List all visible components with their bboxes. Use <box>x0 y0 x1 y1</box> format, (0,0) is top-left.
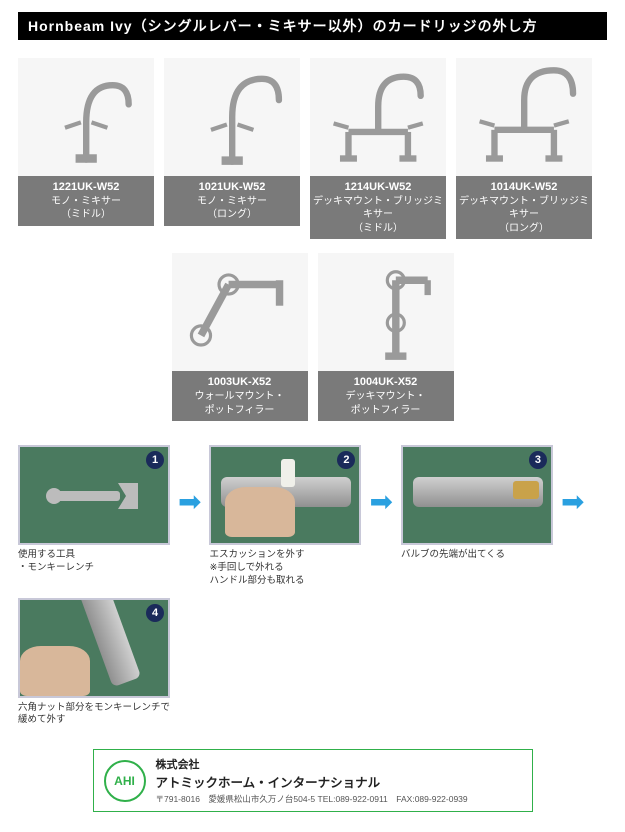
pot-filler-icon <box>178 259 300 365</box>
product-label: 1014UK-W52 デッキマウント・ブリッジミキサー （ロング） <box>456 176 592 239</box>
step-image: 3 <box>401 445 553 545</box>
step-caption: バルブの先端が出てくる <box>401 549 553 562</box>
faucet-icon <box>25 64 147 170</box>
page-title: Hornbeam Ivy（シングルレバー・ミキサー以外）のカードリッジの外し方 <box>18 12 607 40</box>
step-caption: 使用する工具 ・モンキーレンチ <box>18 549 170 575</box>
step-number-badge: 4 <box>146 604 164 622</box>
steps-row2: 4 六角ナット部分をモンキーレンチで 緩めて外す <box>18 598 607 728</box>
step-number-badge: 1 <box>146 451 164 469</box>
arrow-icon: ➡ <box>561 485 584 518</box>
product-code: 1014UK-W52 <box>458 180 590 195</box>
product-image <box>318 253 454 371</box>
product-card: 1004UK-X52 デッキマウント・ ポットフィラー <box>318 253 454 421</box>
step-card: 2 エスカッションを外す ※手回しで外れる ハンドル部分も取れる <box>209 445 361 587</box>
product-name-line1: モノ・ミキサー <box>51 196 121 207</box>
product-code: 1021UK-W52 <box>166 180 298 195</box>
product-name-line2: ポットフィラー <box>205 405 275 416</box>
product-image <box>18 58 154 176</box>
product-name-line1: デッキマウント・ブリッジミキサー <box>459 196 589 221</box>
product-card: 1003UK-X52 ウォールマウント・ ポットフィラー <box>172 253 308 421</box>
step-caption: エスカッションを外す ※手回しで外れる ハンドル部分も取れる <box>209 549 361 587</box>
step-caption: 六角ナット部分をモンキーレンチで 緩めて外す <box>18 702 170 728</box>
company-info: 株式会社 アトミックホーム・インターナショナル 〒791-8016 愛媛県松山市… <box>156 756 468 805</box>
company-label: 株式会社 <box>156 756 468 772</box>
product-name-line2: （ロング） <box>499 223 549 234</box>
product-code: 1004UK-X52 <box>320 375 452 390</box>
product-grid-row2: 1003UK-X52 ウォールマウント・ ポットフィラー 1004UK-X52 … <box>18 253 607 421</box>
product-label: 1021UK-W52 モノ・ミキサー （ロング） <box>164 176 300 226</box>
product-label: 1003UK-X52 ウォールマウント・ ポットフィラー <box>172 371 308 421</box>
product-card: 1021UK-W52 モノ・ミキサー （ロング） <box>164 58 300 239</box>
product-name-line2: （ミドル） <box>353 223 403 234</box>
step-image: 1 <box>18 445 170 545</box>
faucet-icon <box>463 64 585 170</box>
product-image <box>164 58 300 176</box>
step-card: 3 バルブの先端が出てくる <box>401 445 553 562</box>
product-image <box>456 58 592 176</box>
product-image <box>310 58 446 176</box>
faucet-icon <box>171 64 293 170</box>
step-number-badge: 2 <box>337 451 355 469</box>
company-address: 〒791-8016 愛媛県松山市久万ノ台504-5 TEL:089-922-09… <box>156 793 468 805</box>
step-image: 4 <box>18 598 170 698</box>
company-footer: AHI 株式会社 アトミックホーム・インターナショナル 〒791-8016 愛媛… <box>93 749 533 812</box>
pot-filler-icon <box>324 259 446 365</box>
steps-row1: 1 使用する工具 ・モンキーレンチ ➡ 2 エスカッションを外す ※手回しで外れ… <box>18 445 607 587</box>
logo-text: AHI <box>114 774 135 788</box>
step-image: 2 <box>209 445 361 545</box>
product-name-line1: ウォールマウント・ <box>195 391 285 402</box>
wrench-icon <box>40 465 140 525</box>
product-code: 1003UK-X52 <box>174 375 306 390</box>
step-card: 1 使用する工具 ・モンキーレンチ <box>18 445 170 575</box>
product-card: 1214UK-W52 デッキマウント・ブリッジミキサー （ミドル） <box>310 58 446 239</box>
product-label: 1004UK-X52 デッキマウント・ ポットフィラー <box>318 371 454 421</box>
product-grid-row1: 1221UK-W52 モノ・ミキサー （ミドル） 1021UK-W52 モノ・ミ… <box>18 58 607 239</box>
arrow-icon: ➡ <box>178 485 201 518</box>
faucet-icon <box>317 64 439 170</box>
product-name-line2: （ロング） <box>207 209 257 220</box>
company-name: アトミックホーム・インターナショナル <box>156 772 468 791</box>
product-code: 1214UK-W52 <box>312 180 444 195</box>
company-logo: AHI <box>104 760 146 802</box>
step-card: 4 六角ナット部分をモンキーレンチで 緩めて外す <box>18 598 170 728</box>
product-name-line2: ポットフィラー <box>351 405 421 416</box>
product-name-line2: （ミドル） <box>61 209 111 220</box>
product-card: 1221UK-W52 モノ・ミキサー （ミドル） <box>18 58 154 239</box>
product-label: 1214UK-W52 デッキマウント・ブリッジミキサー （ミドル） <box>310 176 446 239</box>
arrow-icon: ➡ <box>369 485 392 518</box>
product-code: 1221UK-W52 <box>20 180 152 195</box>
product-label: 1221UK-W52 モノ・ミキサー （ミドル） <box>18 176 154 226</box>
product-name-line1: デッキマウント・ブリッジミキサー <box>313 196 443 221</box>
product-image <box>172 253 308 371</box>
product-card: 1014UK-W52 デッキマウント・ブリッジミキサー （ロング） <box>456 58 592 239</box>
step-number-badge: 3 <box>529 451 547 469</box>
product-name-line1: モノ・ミキサー <box>197 196 267 207</box>
product-name-line1: デッキマウント・ <box>346 391 426 402</box>
